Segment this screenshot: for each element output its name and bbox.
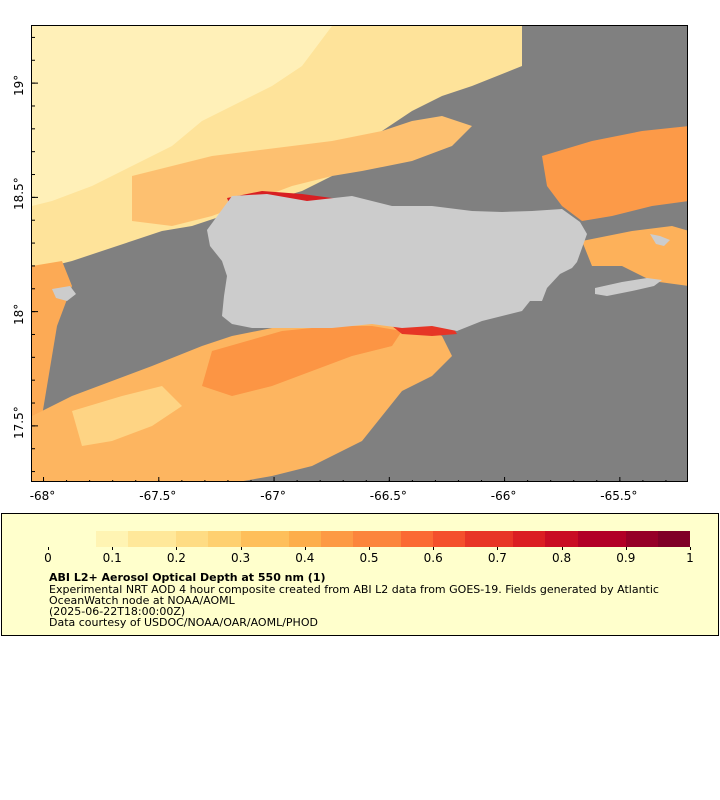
colorbar-swatch (80, 531, 97, 547)
legend-description-line-1: Experimental NRT AOD 4 hour composite cr… (49, 583, 659, 596)
colorbar-tick-label: 0.8 (552, 551, 572, 565)
colorbar-swatch (384, 531, 402, 547)
colorbar-swatch (64, 531, 81, 547)
colorbar-swatch (240, 531, 257, 547)
colorbar-swatch (320, 531, 337, 547)
colorbar-tick-mark (433, 547, 435, 550)
colorbar-swatch (48, 531, 65, 547)
aod-region-south-light (72, 386, 182, 446)
aod-region-west-strip (32, 261, 72, 481)
colorbar-tick-label: 0.9 (616, 551, 636, 565)
colorbar-tick-mark (304, 547, 306, 550)
colorbar-swatch (336, 531, 353, 547)
colorbar-swatch (192, 531, 209, 547)
colorbar-swatch (272, 531, 289, 547)
legend-description-line-2: OceanWatch node at NOAA/AOML (49, 594, 235, 607)
colorbar-swatch (577, 531, 594, 547)
colorbar-swatch (368, 531, 385, 547)
colorbar-tick-label: 1 (686, 551, 694, 565)
colorbar-swatch (465, 531, 482, 547)
aod-map (32, 26, 687, 481)
land-vieques (595, 278, 662, 296)
aod-region-south (32, 321, 452, 481)
lon-tick-label: -67.5° (139, 489, 177, 503)
aod-region-northwest-inner (32, 26, 332, 206)
colorbar-tick-mark (625, 547, 627, 550)
colorbar-tick-label: 0.4 (295, 551, 315, 565)
colorbar-swatch (352, 531, 369, 547)
lat-tick-label: 18.5° (12, 177, 26, 211)
colorbar-swatch (673, 531, 690, 547)
lon-tick-label: -65.5° (600, 489, 638, 503)
map-panel[interactable] (31, 25, 688, 482)
colorbar-swatch (224, 531, 241, 547)
lon-tick-label: -66.5° (369, 489, 407, 503)
aod-region-east (542, 126, 687, 221)
colorbar-swatch (176, 531, 193, 547)
aod-coverage (32, 26, 687, 481)
colorbar-tick-mark (690, 547, 691, 550)
legend-timestamp: (2025-06-22T18:00:00Z) (49, 605, 186, 618)
colorbar-swatch (433, 531, 450, 547)
aod-region-north-band (132, 116, 472, 226)
colorbar-swatch (417, 531, 434, 547)
colorbar-tick-mark (369, 547, 370, 550)
colorbar-swatch (208, 531, 225, 547)
lat-tick-label: 17.5° (12, 406, 26, 439)
colorbar-swatch (288, 531, 305, 547)
land-mona-island (52, 286, 76, 301)
colorbar-swatch (96, 531, 113, 547)
land-puerto-rico (207, 194, 587, 331)
colorbar-tick-mark (240, 547, 242, 550)
colorbar-tick-label: 0.2 (166, 551, 186, 565)
legend-panel: 0 0.1 0.2 0.3 0.4 0.5 0.6 0.7 0.8 0.9 1 ABI L2+ Ae… (1, 513, 719, 636)
colorbar-swatch (545, 531, 562, 547)
colorbar-swatch (513, 531, 530, 547)
colorbar-swatch (481, 531, 498, 547)
colorbar-tick-mark (176, 547, 178, 550)
colorbar-swatch (144, 531, 161, 547)
colorbar-tick-label: 0.1 (102, 551, 122, 565)
colorbar-swatch (529, 531, 546, 547)
axis-ticks (32, 36, 667, 481)
colorbar-swatch (561, 531, 578, 547)
colorbar-swatch (609, 531, 626, 547)
lon-tick-label: -68° (29, 489, 56, 503)
colorbar-tick-mark (112, 547, 114, 550)
colorbar-swatch (625, 531, 642, 547)
colorbar-swatch (112, 531, 129, 547)
colorbar-tick-label: 0.6 (423, 551, 443, 565)
lat-tick-label: 18° (12, 303, 26, 325)
colorbar (48, 531, 690, 547)
lon-tick-label: -66° (490, 489, 517, 503)
colorbar-tick-mark (497, 547, 499, 550)
colorbar-swatch (657, 531, 674, 547)
lon-tick-label: -67° (260, 489, 286, 503)
colorbar-tick-label: 0.7 (487, 551, 507, 565)
colorbar-tick-label: 0.3 (231, 551, 251, 565)
colorbar-tick-mark (48, 547, 49, 550)
colorbar-swatch (304, 531, 321, 547)
colorbar-swatch (401, 531, 418, 547)
aod-region-south-dark (202, 326, 402, 396)
legend-credit: Data courtesy of USDOC/NOAA/OAR/AOML/PHO… (49, 616, 318, 629)
colorbar-swatch (449, 531, 466, 547)
colorbar-swatch (641, 531, 658, 547)
colorbar-swatch (128, 531, 145, 547)
legend-title: ABI L2+ Aerosol Optical Depth at 550 nm … (49, 571, 326, 584)
lat-tick-label: 19° (12, 74, 26, 97)
colorbar-tick-mark (561, 547, 563, 550)
land-culebra (650, 234, 670, 246)
colorbar-swatch (593, 531, 610, 547)
colorbar-tick-label: 0 (44, 551, 52, 565)
colorbar-swatch (256, 531, 273, 547)
colorbar-tick-label: 0.5 (359, 551, 379, 565)
colorbar-swatch (497, 531, 514, 547)
colorbar-swatch (160, 531, 177, 547)
